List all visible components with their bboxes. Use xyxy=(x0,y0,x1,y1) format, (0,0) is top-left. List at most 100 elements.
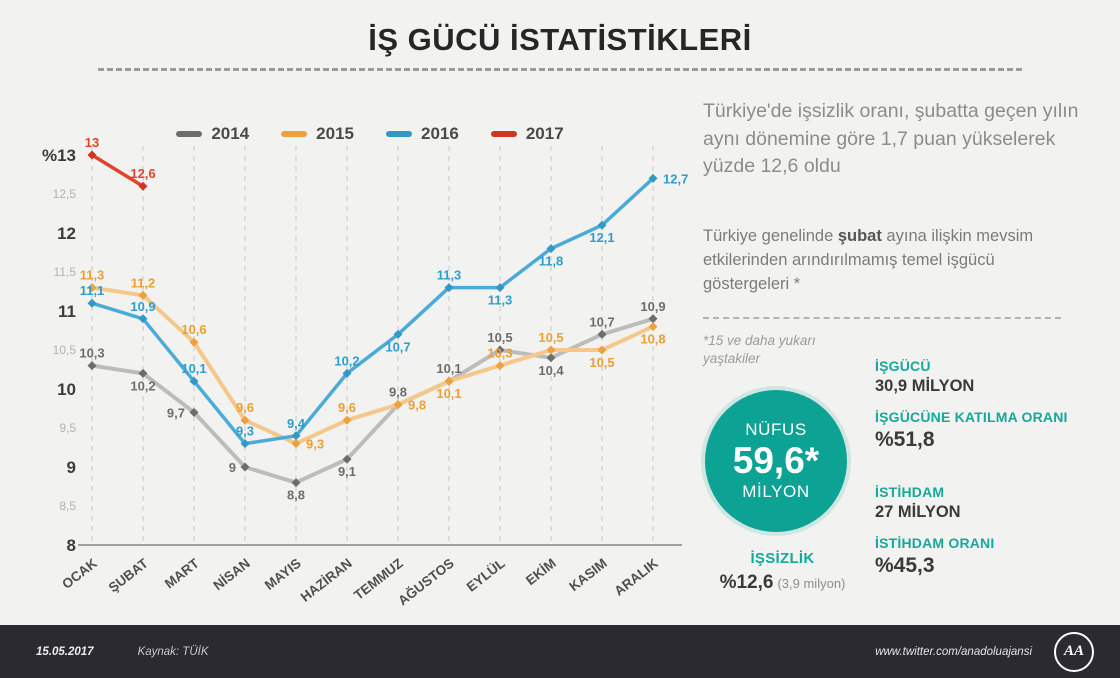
stat-value: 30,9 MİLYON xyxy=(875,377,975,395)
legend-swatch-icon xyxy=(176,131,203,137)
y-tick-label: 10 xyxy=(57,380,76,399)
stat-isgucu: İŞGÜCÜ 30,9 MİLYON xyxy=(875,358,1103,396)
data-point-label: 9 xyxy=(229,460,236,475)
data-point-marker xyxy=(138,290,148,300)
data-point-marker xyxy=(495,345,505,355)
series-2014: 10,3 10,2 9,7 9 8,8 9,1 9,8 10,1 10,5 10,4 10,7 10,… xyxy=(79,299,665,503)
month-label: MART xyxy=(162,555,203,591)
data-point-marker xyxy=(342,415,352,425)
y-tick-label: 12,5 xyxy=(53,187,77,201)
legend-label: 2015 xyxy=(316,124,354,143)
legend-swatch-icon xyxy=(281,131,308,137)
y-tick-label: 9,5 xyxy=(59,421,76,435)
data-point-marker xyxy=(189,407,199,417)
y-axis-labels: %13 12,5 12 11,5 11 10,5 10 9,5 9 8,5 8 xyxy=(42,146,76,555)
data-point-marker xyxy=(444,376,454,386)
data-point-marker xyxy=(138,314,148,324)
data-point-marker xyxy=(291,478,301,488)
chart-area: OCAK ŞUBAT MART NİSAN MAYIS HAZİRAN TEMMUZ AĞUS… xyxy=(30,100,710,610)
y-tick-label: 8 xyxy=(67,536,76,555)
stat-katilma-orani: İŞGÜCÜNE KATILMA ORANI %51,8 xyxy=(875,409,1103,452)
data-point-label: 9,3 xyxy=(236,424,254,439)
stat-label: İŞGÜCÜ xyxy=(875,358,931,374)
month-label: HAZİRAN xyxy=(298,556,355,605)
data-point-label: 10,2 xyxy=(130,378,155,393)
data-point-label: 11,3 xyxy=(80,268,105,283)
month-label: NİSAN xyxy=(211,556,253,594)
data-point-label: 9,3 xyxy=(306,437,324,452)
legend-swatch-icon xyxy=(386,131,412,137)
data-point-label: 9,4 xyxy=(287,416,306,431)
y-tick-label: 12 xyxy=(57,224,76,243)
data-point-marker xyxy=(495,283,505,293)
y-tick-label: 8,5 xyxy=(59,499,76,513)
unemployment-block: İŞSİZLİK %12,6 (3,9 milyon) xyxy=(695,550,870,594)
sub-text: Türkiye genelinde şubat ayına ilişkin me… xyxy=(703,225,1075,297)
data-point-label: 12,7 xyxy=(663,171,688,186)
data-point-label: 10,3 xyxy=(79,346,104,361)
population-badge-top-label: NÜFUS xyxy=(745,420,807,440)
unemployment-label: İŞSİZLİK xyxy=(750,550,815,567)
population-badge-value: 59,6* xyxy=(732,440,820,482)
series-2016: 11,110,910,19,39,410,210,711,311,311,812… xyxy=(80,171,688,449)
series-line xyxy=(90,316,655,485)
series-line xyxy=(90,285,655,446)
gridlines xyxy=(91,146,654,545)
data-point-label: 10,8 xyxy=(640,332,665,347)
data-point-label: 9,6 xyxy=(338,400,356,415)
legend-item-2015: 2015 xyxy=(281,124,354,144)
legend-label: 2016 xyxy=(421,124,459,143)
unemployment-note: (3,9 milyon) xyxy=(777,576,846,591)
stat-value: 27 MİLYON xyxy=(875,503,961,521)
age-footnote: *15 ve daha yukarı yaştakiler xyxy=(703,332,816,367)
legend-swatch-icon xyxy=(490,131,517,137)
data-point-marker xyxy=(546,345,556,355)
data-point-label: 9,8 xyxy=(408,398,426,413)
stat-istihdam: İSTİHDAM 27 MİLYON xyxy=(875,484,1103,522)
data-point-label: 11,8 xyxy=(539,254,564,269)
legend-item-2016: 2016 xyxy=(386,124,459,144)
data-point-label: 10,5 xyxy=(589,355,614,370)
month-label: EKİM xyxy=(523,556,559,589)
month-label: MAYIS xyxy=(262,556,304,593)
footer-twitter-url[interactable]: www.twitter.com/anadoluajansi xyxy=(875,645,1032,658)
month-label: ARALIK xyxy=(611,555,661,598)
data-point-marker xyxy=(648,322,658,332)
data-point-label: 9,6 xyxy=(236,400,254,415)
data-point-label: 10,6 xyxy=(181,322,206,337)
footer-date: 15.05.2017 xyxy=(36,645,94,658)
data-point-marker xyxy=(240,439,250,449)
sub-text-post: ayına ilişkin mevsim etkilerinden arındı… xyxy=(703,227,1034,293)
data-point-label: 10,3 xyxy=(487,346,512,361)
data-point-label: 10,1 xyxy=(436,361,461,376)
data-point-label: 10,1 xyxy=(181,361,206,376)
y-tick-label: 11 xyxy=(58,302,76,321)
stat-label: İSTİHDAM xyxy=(875,484,945,500)
stats-list: İŞGÜCÜ 30,9 MİLYON İŞGÜCÜNE KATILMA ORAN… xyxy=(875,358,1103,591)
data-point-marker xyxy=(597,329,607,339)
data-point-marker xyxy=(138,368,148,378)
data-point-label: 11,3 xyxy=(437,268,462,283)
series-2015: 11,311,210,69,69,39,6 9,810,110,310,510,5… xyxy=(80,268,666,452)
data-point-label: 9,1 xyxy=(338,464,356,479)
month-label: AĞUSTOS xyxy=(395,556,457,609)
unemployment-value: %12,6 xyxy=(719,572,774,593)
data-point-marker xyxy=(546,353,556,363)
data-point-marker xyxy=(495,361,505,371)
data-point-marker xyxy=(291,431,301,441)
stat-value: %45,3 xyxy=(875,554,935,577)
data-point-label: 10,7 xyxy=(385,339,410,354)
x-axis-labels: OCAK ŞUBAT MART NİSAN MAYISHAZİRANTEMMUZAĞUS… xyxy=(59,555,661,608)
data-point-marker xyxy=(138,181,148,191)
data-point-label: 11,3 xyxy=(488,293,513,308)
data-point-marker xyxy=(648,173,658,183)
data-point-marker xyxy=(342,368,352,378)
data-point-label: 12,6 xyxy=(130,166,155,181)
legend-label: 2014 xyxy=(211,124,250,143)
data-point-label: 10,5 xyxy=(487,330,512,345)
data-point-label: 11,2 xyxy=(131,275,156,290)
panel-divider xyxy=(703,316,1061,319)
stat-value: %51,8 xyxy=(875,428,935,451)
data-point-marker xyxy=(87,283,97,293)
data-point-marker xyxy=(240,415,250,425)
